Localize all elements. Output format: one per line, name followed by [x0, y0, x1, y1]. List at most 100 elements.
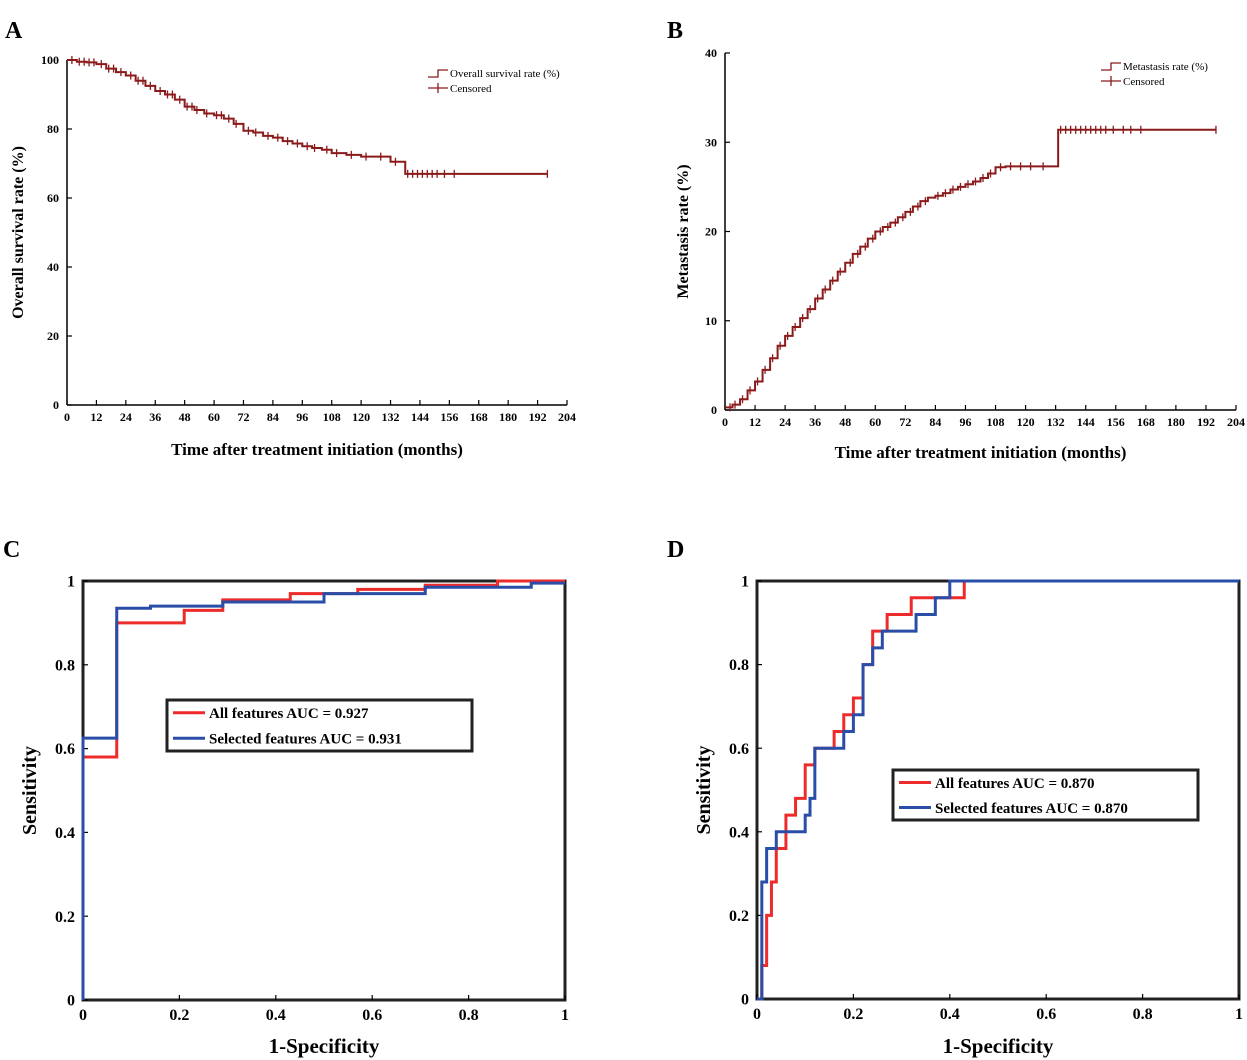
- x-tick-label: 192: [529, 410, 547, 424]
- x-tick-label: 84: [267, 410, 279, 424]
- legend-label: All features AUC = 0.870: [935, 776, 1095, 792]
- y-tick-label: 20: [705, 225, 717, 239]
- x-tick-label: 108: [987, 415, 1005, 429]
- x-tick-label: 60: [869, 415, 881, 429]
- legend-step-symbol: [428, 69, 448, 78]
- x-tick-label: 48: [179, 410, 191, 424]
- x-tick-label: 84: [929, 415, 941, 429]
- y-tick-label: 0.6: [55, 741, 75, 758]
- y-tick-label: 40: [705, 46, 717, 60]
- plot-frame: [81, 579, 567, 1002]
- series-line-1: [81, 579, 565, 1000]
- x-tick-label: 0.4: [266, 1007, 286, 1024]
- y-axis-title: Sensitivity: [693, 746, 715, 835]
- y-tick-label: 0.2: [55, 909, 75, 926]
- panel-letter: D: [667, 537, 684, 563]
- x-tick-label: 120: [352, 410, 370, 424]
- panel-letter: C: [3, 537, 20, 563]
- panel-b: B 0 12 24 36 48 60 72 84 96 108 120 132 144 156 168 180 1…: [667, 18, 1245, 462]
- y-axis-title: Sensitivity: [19, 746, 41, 835]
- x-axis-title: Time after treatment initiation (months): [171, 440, 463, 459]
- x-tick-label: 0.4: [940, 1006, 960, 1023]
- x-tick-label: 180: [499, 410, 517, 424]
- x-tick-label: 132: [1047, 415, 1065, 429]
- x-tick-label: 0.2: [843, 1006, 863, 1023]
- x-tick-label: 0.6: [1036, 1006, 1056, 1023]
- x-tick-label: 1: [1235, 1006, 1243, 1023]
- x-tick-label: 36: [809, 415, 821, 429]
- legend: All features AUC = 0.870 Selected feature…: [891, 768, 1200, 822]
- y-tick-label: 1: [67, 574, 75, 591]
- series-line-1: [757, 579, 1239, 1001]
- x-tick-label: 168: [470, 410, 488, 424]
- y-tick-label: 0.4: [55, 825, 75, 842]
- legend-label: Metastasis rate (%): [1123, 61, 1208, 73]
- x-tick-label: 0: [64, 410, 70, 424]
- y-tick-label: 0.6: [729, 741, 749, 758]
- y-tick-label: 80: [47, 122, 59, 136]
- y-tick-label: 0: [53, 398, 59, 412]
- y-tick-label: 0.8: [55, 657, 75, 674]
- x-tick-label: 24: [779, 415, 791, 429]
- x-tick-label: 96: [959, 415, 971, 429]
- legend-label: All features AUC = 0.927: [209, 706, 369, 722]
- x-tick-label: 60: [208, 410, 220, 424]
- y-tick-label: 100: [41, 53, 59, 67]
- y-tick-label: 30: [705, 135, 717, 149]
- legend-label: Selected features AUC = 0.870: [935, 801, 1128, 817]
- legend-step-symbol: [1101, 62, 1121, 71]
- x-tick-label: 72: [237, 410, 249, 424]
- x-tick-label: 0.8: [459, 1007, 479, 1024]
- x-axis-title: Time after treatment initiation (months): [835, 443, 1127, 462]
- x-tick-label: 36: [149, 410, 161, 424]
- legend-label: Censored: [450, 83, 492, 95]
- x-tick-label: 0: [753, 1006, 761, 1023]
- x-tick-label: 12: [90, 410, 102, 424]
- x-tick-label: 156: [440, 410, 458, 424]
- x-tick-label: 132: [382, 410, 400, 424]
- y-axis-title: Overall survival rate (%): [10, 146, 27, 319]
- series-line-1: [725, 128, 1216, 409]
- x-tick-label: 180: [1167, 415, 1185, 429]
- y-tick-label: 0: [711, 403, 717, 417]
- y-tick-label: 60: [47, 191, 59, 205]
- legend-box: [891, 768, 1200, 822]
- x-tick-label: 168: [1137, 415, 1155, 429]
- x-tick-label: 0: [722, 415, 728, 429]
- x-tick-label: 12: [749, 415, 761, 429]
- y-tick-label: 0.2: [729, 908, 749, 925]
- legend: Metastasis rate (%) Censored: [1101, 61, 1208, 88]
- x-tick-label: 204: [1227, 415, 1245, 429]
- legend: All features AUC = 0.927 Selected feature…: [165, 698, 474, 753]
- panel-d: D 0 0.2 0.4 0.6 0.8 1 0 0.2 0.4 0.6 0.8 1 1-Specifici…: [667, 537, 1243, 1058]
- legend-label: Selected features AUC = 0.931: [209, 732, 402, 748]
- y-axis-title: Metastasis rate (%): [675, 164, 692, 298]
- x-tick-label: 156: [1107, 415, 1125, 429]
- x-axis-title: 1-Specificity: [943, 1034, 1054, 1058]
- x-tick-label: 204: [558, 410, 576, 424]
- legend-label: Censored: [1123, 76, 1165, 88]
- x-tick-label: 1: [561, 1007, 569, 1024]
- panel-c: C 0 0.2 0.4 0.6 0.8 1 0 0.2 0.4 0.6 0.8 1 1-Specifici…: [3, 537, 569, 1058]
- y-tick-label: 0: [67, 993, 75, 1010]
- x-tick-label: 24: [120, 410, 132, 424]
- x-tick-label: 0.2: [169, 1007, 189, 1024]
- x-tick-label: 144: [411, 410, 429, 424]
- series-line-2: [81, 581, 565, 1000]
- y-tick-label: 0.8: [729, 657, 749, 674]
- x-tick-label: 48: [839, 415, 851, 429]
- x-tick-label: 108: [323, 410, 341, 424]
- panel-letter: B: [667, 18, 683, 44]
- series-line-1: [67, 59, 548, 175]
- x-tick-label: 96: [296, 410, 308, 424]
- x-tick-label: 144: [1077, 415, 1095, 429]
- x-tick-label: 0.6: [362, 1007, 382, 1024]
- x-tick-label: 0.8: [1133, 1006, 1153, 1023]
- legend: Overall survival rate (%) Censored: [428, 68, 560, 95]
- legend-box: [165, 698, 474, 753]
- x-tick-label: 192: [1197, 415, 1215, 429]
- y-tick-label: 20: [47, 329, 59, 343]
- panel-letter: A: [5, 18, 23, 44]
- y-tick-label: 0: [741, 992, 749, 1009]
